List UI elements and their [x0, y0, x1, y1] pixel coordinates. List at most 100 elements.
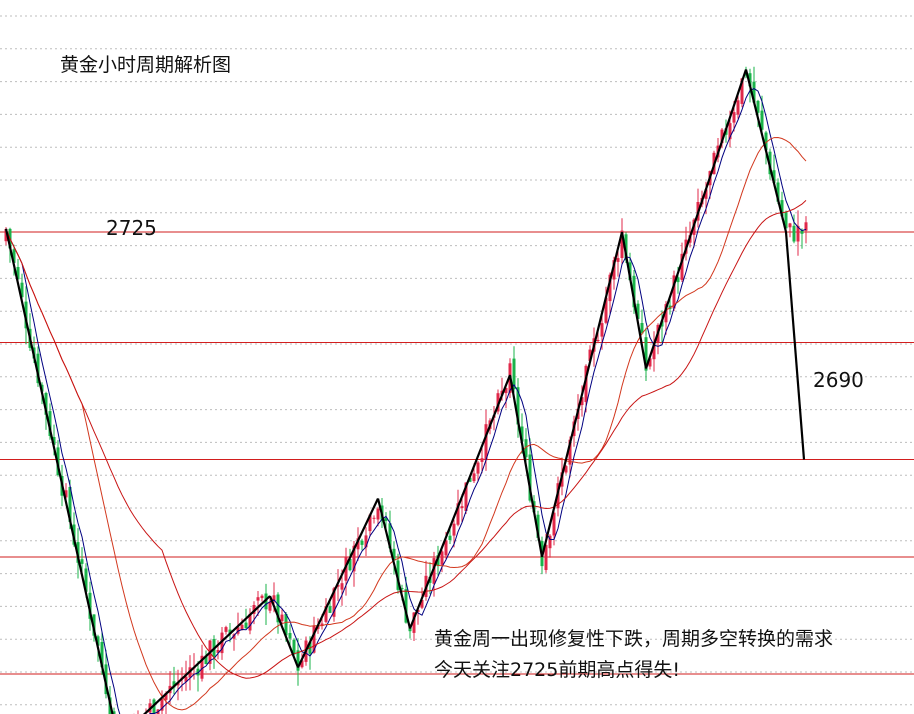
- moving-averages: [5, 88, 807, 714]
- wave-segment-2: [268, 595, 300, 668]
- candle-body-92: [372, 517, 376, 519]
- candle-body-157: [632, 275, 636, 308]
- price-label-2725: 2725: [106, 216, 157, 240]
- candle-body-65: [264, 593, 268, 610]
- wave-segment-7: [540, 231, 624, 558]
- candle-body-131: [528, 454, 532, 501]
- wave-segment-0: [4, 228, 114, 714]
- candle-body-82: [332, 588, 336, 617]
- candle-body-49: [200, 655, 204, 679]
- chart-title: 黄金小时周期解析图: [60, 54, 232, 76]
- wave-segment-5: [408, 374, 512, 629]
- candle-body-141: [568, 439, 572, 465]
- candle-body-175: [704, 189, 708, 199]
- candle-body-48: [196, 668, 200, 676]
- candle-body-154: [620, 230, 624, 258]
- annotation-line-1: 黄金周一出现修复性下跌，周期多空转换的需求: [434, 628, 834, 650]
- candle-body-90: [364, 535, 368, 548]
- candle-body-50: [204, 655, 208, 664]
- candle-body-186: [748, 73, 752, 87]
- candle-body-183: [736, 100, 740, 115]
- annotation-line-2: 今天关注2725前期高点得失!: [434, 659, 680, 681]
- candle-body-169: [680, 253, 684, 280]
- candle-body-197: [792, 225, 796, 242]
- candle-body-84: [340, 583, 344, 590]
- candle-body-114: [460, 506, 464, 509]
- candle-body-86: [348, 558, 352, 571]
- candle-body-168: [676, 277, 680, 283]
- candle-body-91: [368, 514, 372, 532]
- candle-body-136: [548, 535, 552, 549]
- candle-body-140: [564, 466, 568, 473]
- candle-body-145: [584, 365, 588, 402]
- candle-body-20: [84, 568, 88, 592]
- wave-segment-3: [297, 498, 379, 668]
- candle-body-190: [764, 132, 768, 151]
- candle-body-95: [384, 518, 388, 521]
- candle-body-42: [172, 681, 176, 688]
- candle-body-185: [744, 73, 748, 76]
- candles: [4, 66, 808, 714]
- candle-body-108: [436, 555, 440, 567]
- candle-body-200: [804, 222, 808, 231]
- candle-body-152: [612, 260, 616, 280]
- candle-body-68: [276, 594, 280, 623]
- candle-body-67: [272, 595, 276, 601]
- candle-body-83: [336, 584, 340, 587]
- candle-body-161: [648, 358, 652, 367]
- candle-body-187: [752, 81, 756, 103]
- candle-body-116: [468, 477, 472, 482]
- candle-body-117: [472, 473, 476, 482]
- candle-body-144: [580, 397, 584, 406]
- candle-body-195: [784, 212, 788, 229]
- candle-body-15: [64, 490, 68, 498]
- candle-body-61: [248, 613, 252, 631]
- candle-body-69: [280, 614, 284, 622]
- candle-body-196: [788, 223, 792, 228]
- candle-body-39: [160, 699, 164, 711]
- candle-body-149: [600, 323, 604, 337]
- candle-body-11: [48, 411, 52, 436]
- candle-body-198: [796, 225, 800, 242]
- candle-body-80: [324, 606, 328, 622]
- candle-body-162: [652, 344, 656, 360]
- candle-body-99: [400, 588, 404, 590]
- candle-body-194: [780, 200, 784, 217]
- candle-body-58: [236, 627, 240, 634]
- candle-body-12: [52, 437, 56, 445]
- wave-segment-9: [644, 69, 748, 369]
- candle-body-45: [184, 676, 188, 682]
- candle-body-130: [524, 439, 528, 458]
- candle-body-19: [80, 559, 84, 564]
- candle-body-125: [504, 388, 508, 394]
- candle-body-135: [544, 544, 548, 570]
- candle-body-119: [480, 458, 484, 462]
- candle-body-111: [448, 535, 452, 540]
- candle-body-62: [252, 605, 256, 614]
- candle-body-87: [352, 545, 356, 572]
- candle-body-146: [588, 349, 592, 362]
- candle-body-96: [388, 523, 392, 549]
- candle-body-71: [288, 633, 292, 639]
- candle-body-57: [232, 634, 236, 639]
- candle-body-40: [164, 693, 168, 700]
- candle-body-88: [356, 538, 360, 550]
- candle-body-137: [552, 512, 556, 536]
- candle-body-81: [328, 606, 332, 613]
- candle-body-120: [484, 424, 488, 461]
- price-label-2690: 2690: [813, 368, 864, 392]
- candle-body-112: [452, 523, 456, 536]
- wave-segment-10: [744, 69, 788, 233]
- candle-body-155: [624, 234, 628, 261]
- candle-body-72: [292, 639, 296, 655]
- candle-body-189: [760, 110, 764, 130]
- candle-body-167: [672, 275, 676, 309]
- candle-body-60: [244, 622, 248, 629]
- candle-body-160: [644, 337, 648, 371]
- candle-body-55: [224, 627, 228, 632]
- candle-body-8: [36, 353, 40, 384]
- candle-body-153: [616, 258, 620, 262]
- candle-body-159: [640, 323, 644, 334]
- candle-body-179: [720, 129, 724, 144]
